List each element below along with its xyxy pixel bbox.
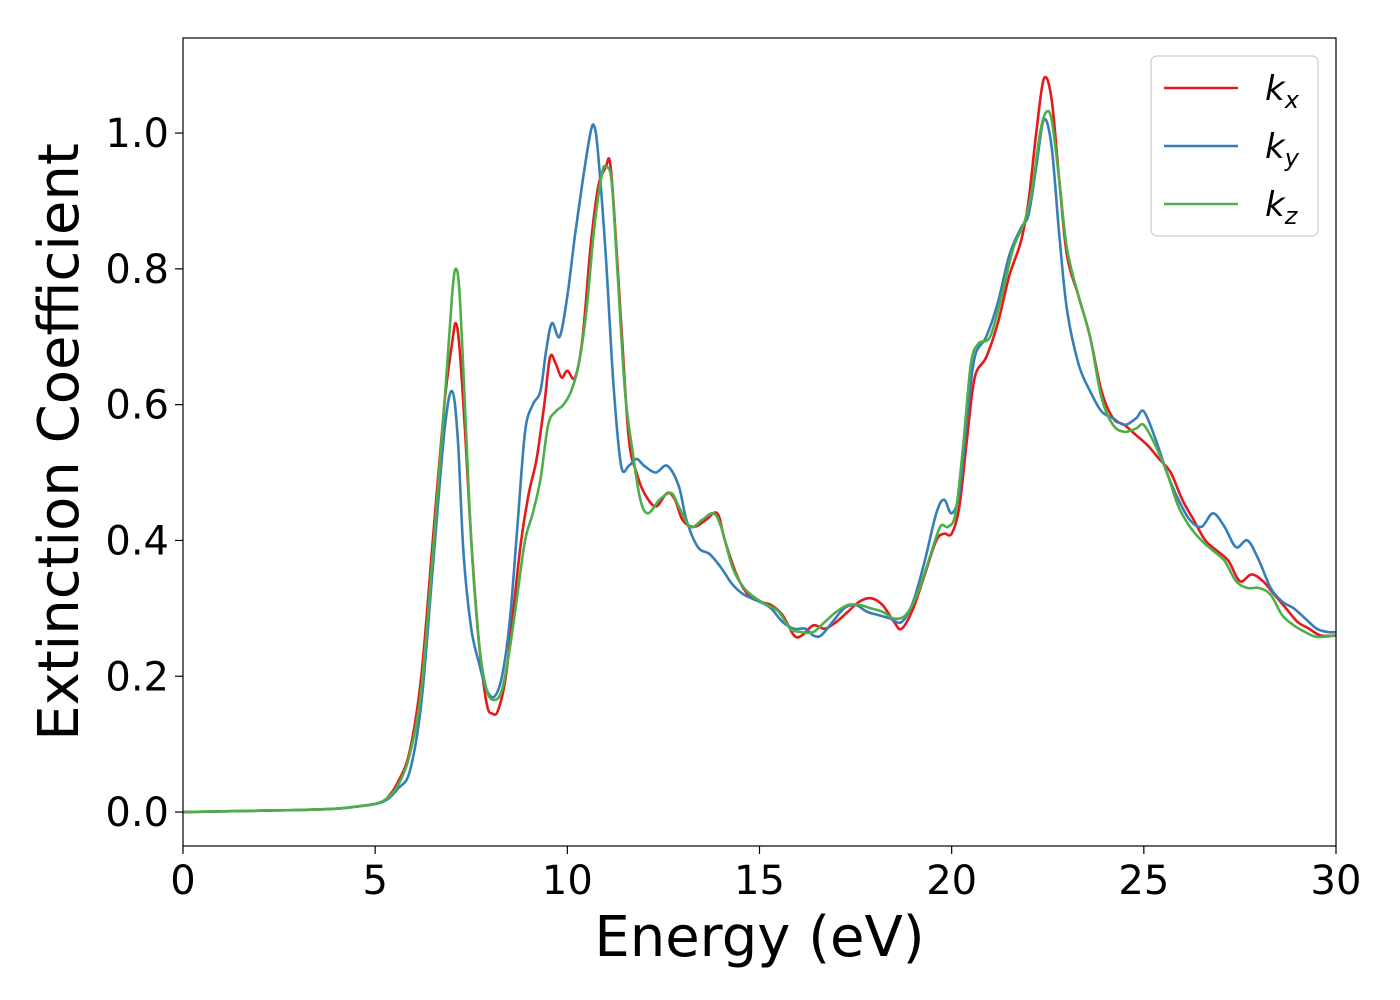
y-tick-label: 0.0 bbox=[105, 790, 169, 836]
y-axis-title: Extinction Coefficient bbox=[27, 143, 92, 741]
legend-label-x: kx bbox=[1265, 69, 1300, 114]
x-tick-label: 5 bbox=[362, 858, 387, 904]
x-tick-label: 20 bbox=[926, 858, 977, 904]
x-axis-title: Energy (eV) bbox=[594, 905, 924, 970]
legend-label-y: ky bbox=[1265, 127, 1300, 172]
y-tick-label: 0.8 bbox=[105, 247, 169, 293]
x-tick-label: 0 bbox=[170, 858, 195, 904]
y-tick-label: 0.4 bbox=[105, 518, 169, 564]
series-layer bbox=[183, 75, 1336, 814]
y-axis-ticks: 0.0 0.2 0.4 0.6 0.8 1.0 bbox=[105, 111, 183, 836]
legend: kx ky kz bbox=[1150, 55, 1319, 237]
x-axis-ticks: 0 5 10 15 20 25 30 bbox=[170, 846, 1361, 904]
x-tick-label: 25 bbox=[1118, 858, 1169, 904]
x-tick-label: 15 bbox=[734, 858, 785, 904]
y-tick-label: 1.0 bbox=[105, 111, 169, 157]
x-tick-label: 30 bbox=[1311, 858, 1362, 904]
y-tick-label: 0.6 bbox=[105, 383, 169, 429]
series-line-z bbox=[183, 109, 1336, 814]
y-tick-label: 0.2 bbox=[105, 654, 169, 700]
x-tick-label: 10 bbox=[542, 858, 593, 904]
legend-label-z: kz bbox=[1265, 185, 1299, 230]
